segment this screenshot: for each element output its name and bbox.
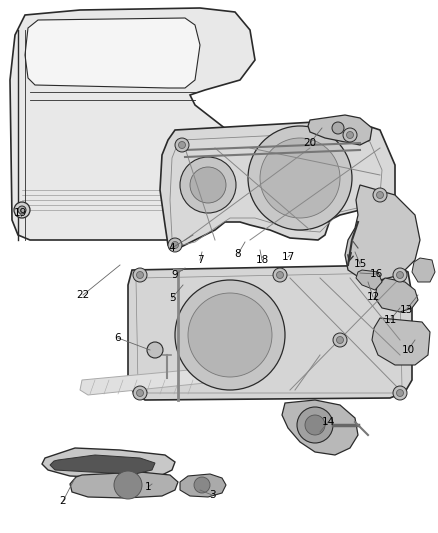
Text: 22: 22 xyxy=(76,290,90,300)
Polygon shape xyxy=(356,270,382,290)
Text: 6: 6 xyxy=(115,333,121,343)
Polygon shape xyxy=(80,368,215,395)
Text: 16: 16 xyxy=(369,269,383,279)
Text: 18: 18 xyxy=(255,255,268,265)
Circle shape xyxy=(114,471,142,499)
Circle shape xyxy=(343,128,357,142)
Circle shape xyxy=(305,415,325,435)
Polygon shape xyxy=(180,474,226,497)
Circle shape xyxy=(297,407,333,443)
Polygon shape xyxy=(372,318,430,365)
Text: 1: 1 xyxy=(145,482,151,492)
Circle shape xyxy=(179,141,186,149)
Text: 15: 15 xyxy=(353,259,367,269)
Circle shape xyxy=(273,268,287,282)
Circle shape xyxy=(14,202,30,218)
Text: 10: 10 xyxy=(402,345,414,355)
Text: 17: 17 xyxy=(281,252,295,262)
Polygon shape xyxy=(128,265,412,400)
Polygon shape xyxy=(50,455,155,474)
Polygon shape xyxy=(25,18,200,88)
Text: 3: 3 xyxy=(208,490,215,500)
Circle shape xyxy=(276,271,283,279)
Circle shape xyxy=(377,191,384,198)
Circle shape xyxy=(396,271,403,279)
Circle shape xyxy=(137,390,144,397)
Polygon shape xyxy=(42,448,175,478)
Circle shape xyxy=(393,386,407,400)
Circle shape xyxy=(260,138,340,218)
Polygon shape xyxy=(10,8,255,240)
Circle shape xyxy=(248,126,352,230)
Text: 11: 11 xyxy=(383,315,397,325)
Polygon shape xyxy=(375,278,418,312)
Circle shape xyxy=(333,333,347,347)
Circle shape xyxy=(133,268,147,282)
Circle shape xyxy=(180,157,236,213)
Circle shape xyxy=(137,271,144,279)
Circle shape xyxy=(336,336,343,343)
Text: 4: 4 xyxy=(169,243,175,253)
Circle shape xyxy=(188,293,272,377)
Circle shape xyxy=(147,342,163,358)
Text: 14: 14 xyxy=(321,417,335,427)
Polygon shape xyxy=(70,472,178,498)
Text: 19: 19 xyxy=(14,208,27,218)
Text: 20: 20 xyxy=(304,138,317,148)
Circle shape xyxy=(346,132,353,139)
Circle shape xyxy=(373,188,387,202)
Circle shape xyxy=(175,138,189,152)
Text: 5: 5 xyxy=(169,293,175,303)
Text: 8: 8 xyxy=(235,249,241,259)
Polygon shape xyxy=(160,120,395,250)
Text: 7: 7 xyxy=(197,255,203,265)
Circle shape xyxy=(194,477,210,493)
Circle shape xyxy=(172,241,179,248)
Polygon shape xyxy=(282,400,358,455)
Circle shape xyxy=(18,206,26,214)
Circle shape xyxy=(332,122,344,134)
Text: 12: 12 xyxy=(366,292,380,302)
Circle shape xyxy=(175,280,285,390)
Circle shape xyxy=(396,390,403,397)
Text: 2: 2 xyxy=(60,496,66,506)
Circle shape xyxy=(133,386,147,400)
Polygon shape xyxy=(308,115,372,145)
Polygon shape xyxy=(345,185,420,280)
Circle shape xyxy=(168,238,182,252)
Circle shape xyxy=(393,268,407,282)
Polygon shape xyxy=(412,258,435,282)
Text: 9: 9 xyxy=(172,270,178,280)
Text: 13: 13 xyxy=(399,305,413,315)
Circle shape xyxy=(190,167,226,203)
